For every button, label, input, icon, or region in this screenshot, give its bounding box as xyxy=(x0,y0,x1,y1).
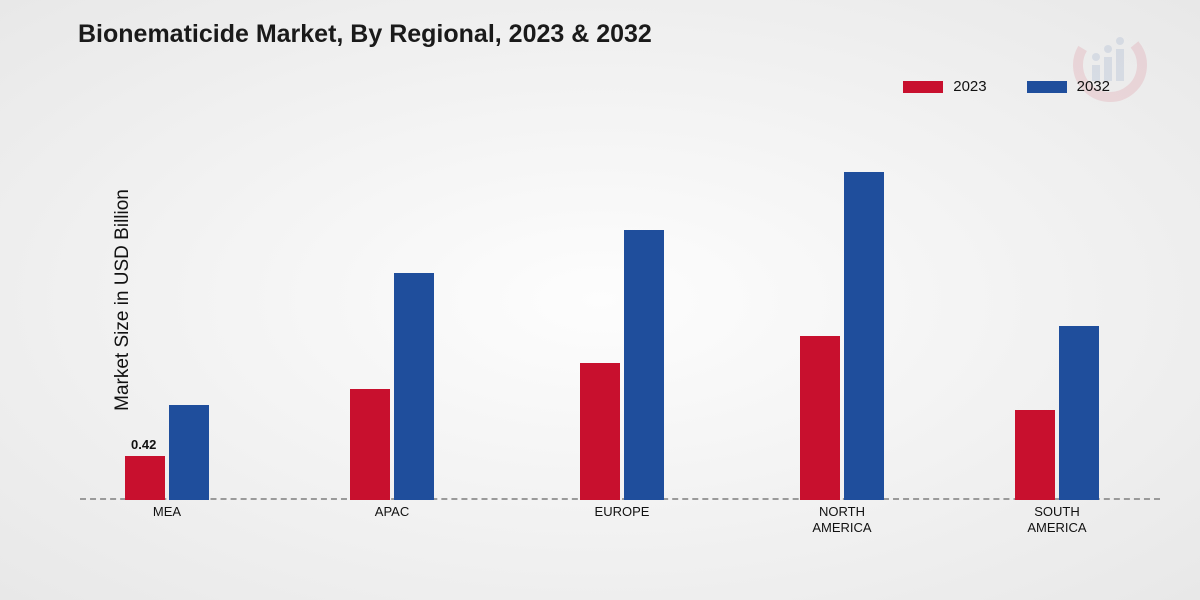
bar-2032-4 xyxy=(1059,326,1099,500)
legend-swatch-2023 xyxy=(903,81,943,93)
bar-2023-0 xyxy=(125,456,165,500)
plot-area: 0.42 xyxy=(80,130,1160,500)
category-label: SOUTHAMERICA xyxy=(987,504,1127,537)
bar-2023-3 xyxy=(800,336,840,500)
chart-canvas: Bionematicide Market, By Regional, 2023 … xyxy=(0,0,1200,600)
legend: 2023 2032 xyxy=(903,78,1110,95)
category-label: NORTHAMERICA xyxy=(772,504,912,537)
legend-swatch-2032 xyxy=(1027,81,1067,93)
bar-value-label: 0.42 xyxy=(131,437,156,452)
bar-2032-3 xyxy=(844,172,884,500)
legend-label-2023: 2023 xyxy=(953,78,986,95)
bar-2032-0 xyxy=(169,405,209,500)
category-label: APAC xyxy=(322,504,462,520)
bar-2032-1 xyxy=(394,273,434,500)
bar-2023-2 xyxy=(580,363,620,500)
legend-item-2023: 2023 xyxy=(903,78,986,95)
bar-2023-1 xyxy=(350,389,390,500)
x-axis-baseline xyxy=(80,498,1160,500)
chart-title: Bionematicide Market, By Regional, 2023 … xyxy=(78,20,652,49)
bar-2023-4 xyxy=(1015,410,1055,500)
legend-label-2032: 2032 xyxy=(1077,78,1110,95)
bar-2032-2 xyxy=(624,230,664,500)
category-label: EUROPE xyxy=(552,504,692,520)
legend-item-2032: 2032 xyxy=(1027,78,1110,95)
category-label: MEA xyxy=(97,504,237,520)
